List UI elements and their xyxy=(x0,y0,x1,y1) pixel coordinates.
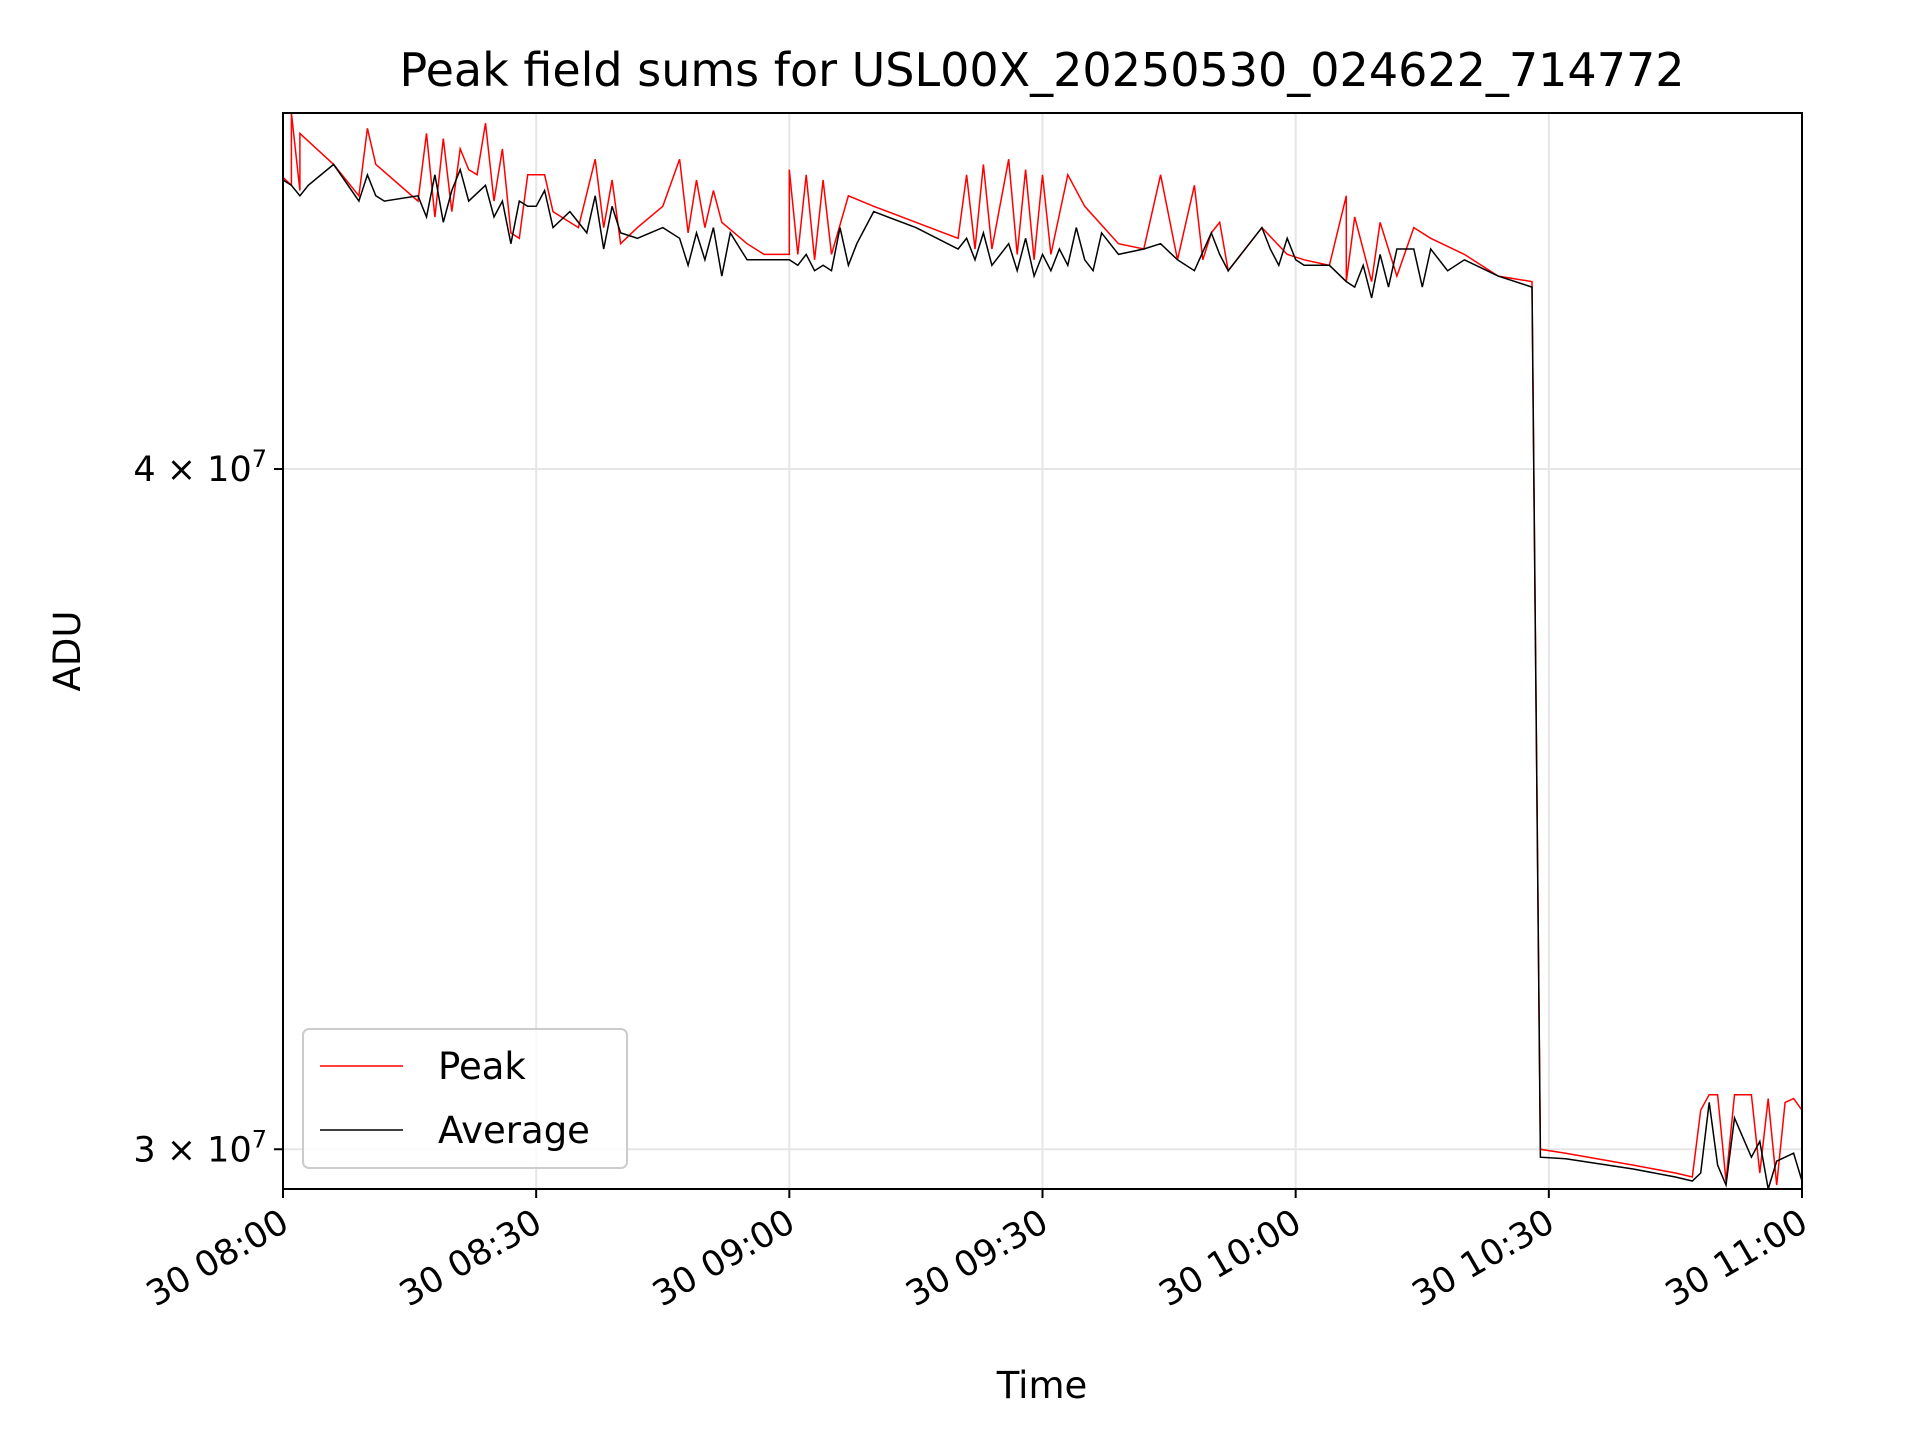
legend: Peak Average xyxy=(302,1028,628,1169)
chart-title: Peak field sums for USL00X_20250530_0246… xyxy=(400,43,1685,97)
series-line-peak xyxy=(282,112,1803,1186)
legend-label-average: Average xyxy=(438,1109,590,1152)
y-tick-label: 4 × 107 xyxy=(133,445,267,490)
legend-label-peak: Peak xyxy=(438,1045,526,1088)
y-axis-ticks: 4 × 107 3 × 107 xyxy=(133,445,283,1170)
y-tick-label: 3 × 107 xyxy=(133,1125,267,1170)
series-lines xyxy=(282,112,1803,1190)
x-axis-label: Time xyxy=(996,1364,1088,1407)
y-axis-label: ADU xyxy=(46,611,89,692)
legend-box xyxy=(302,1028,628,1169)
series-line-average xyxy=(282,163,1803,1190)
